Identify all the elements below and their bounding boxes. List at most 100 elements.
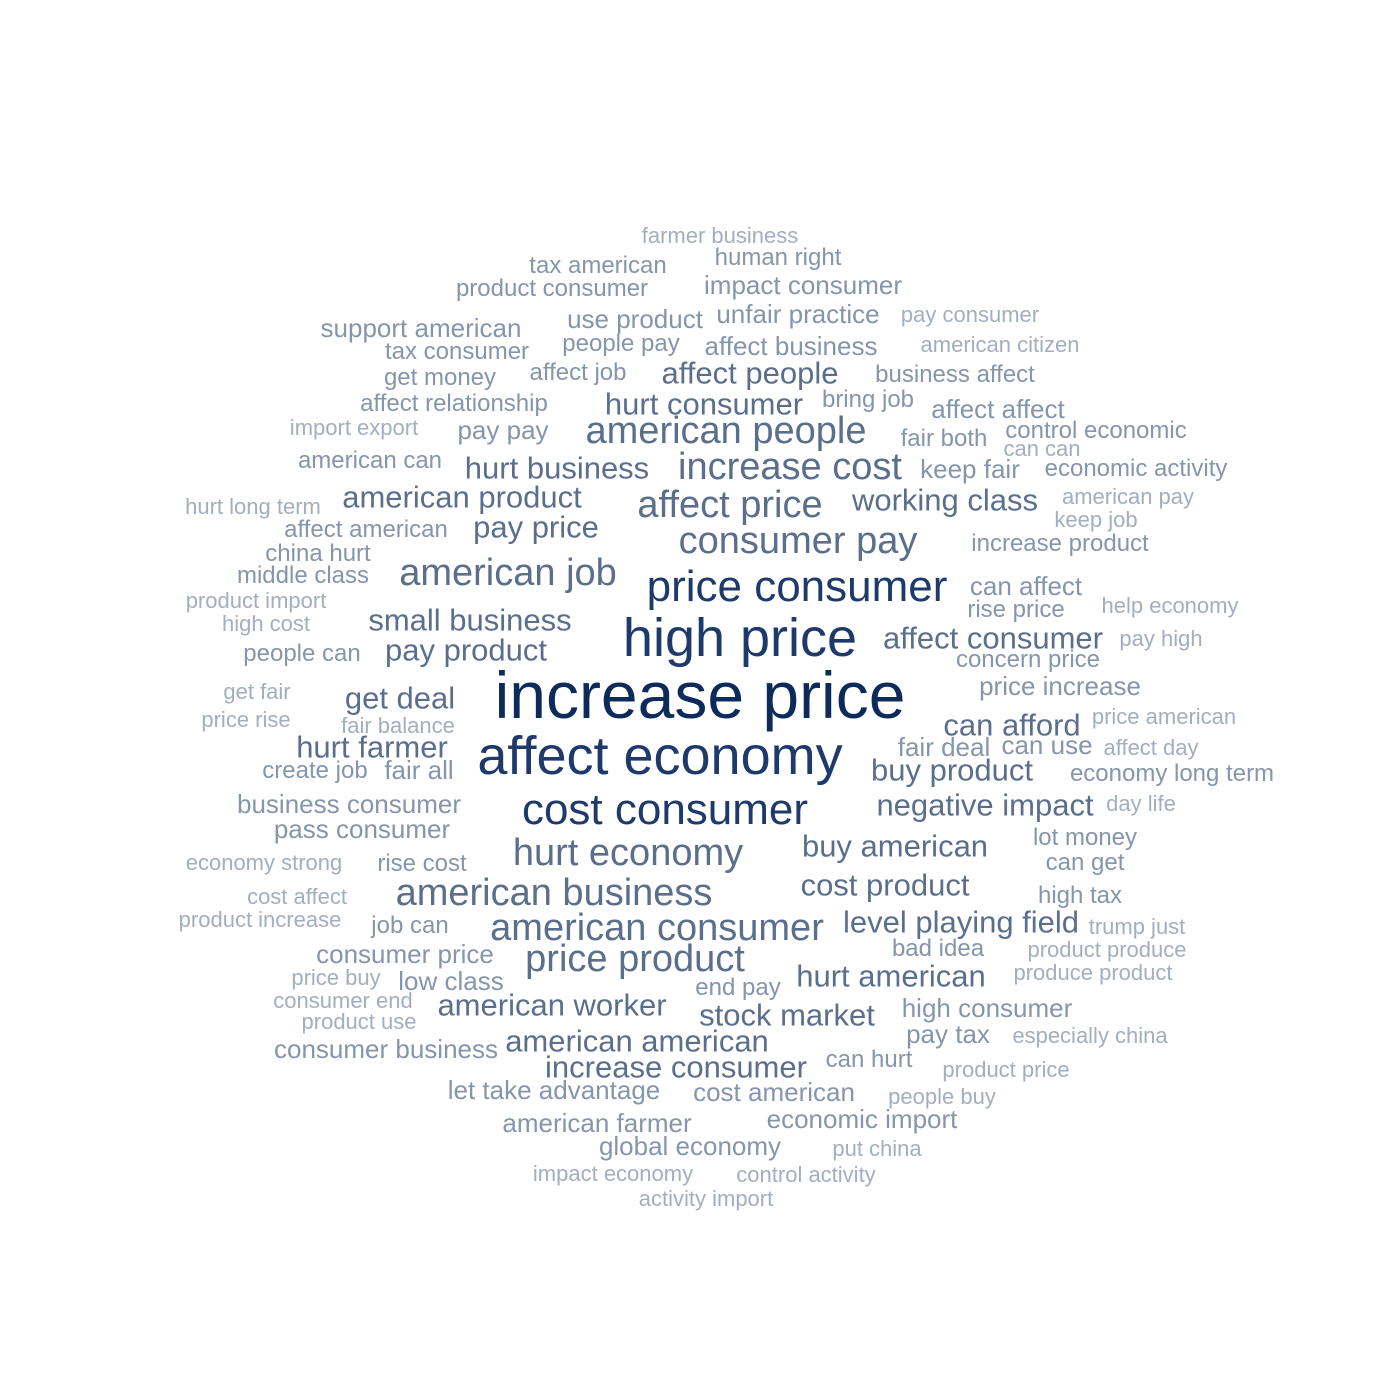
cloud-word: high price — [622, 608, 858, 668]
cloud-word: farmer business — [641, 223, 799, 248]
cloud-word: human right — [714, 244, 842, 271]
cloud-word: consumer business — [274, 1034, 498, 1064]
cloud-word: economy long term — [1069, 760, 1275, 787]
cloud-word: tax consumer — [384, 338, 530, 365]
cloud-word: fair all — [384, 755, 454, 785]
cloud-word: create job — [262, 757, 368, 784]
cloud-word: american can — [297, 447, 443, 474]
cloud-word: consumer end — [273, 988, 413, 1013]
cloud-word: put china — [832, 1136, 922, 1161]
cloud-word: business affect — [875, 361, 1035, 388]
cloud-word: affect price — [637, 484, 823, 526]
cloud-word: produce product — [1013, 960, 1173, 985]
cloud-word: american job — [399, 552, 617, 594]
cloud-word: middle class — [236, 562, 370, 589]
cloud-word: economic import — [766, 1104, 958, 1134]
cloud-word: concern price — [955, 646, 1101, 673]
cloud-word: fair both — [900, 425, 988, 452]
cloud-word: buy product — [871, 752, 1033, 788]
cloud-word: product import — [185, 588, 327, 613]
cloud-word: consumer price — [316, 939, 494, 969]
cloud-word: affect day — [1103, 735, 1199, 760]
cloud-word: control economic — [1005, 417, 1187, 444]
cloud-word: fair balance — [341, 713, 455, 738]
cloud-word: increase price — [494, 658, 906, 732]
cloud-word: increase cost — [678, 446, 902, 488]
cloud-word: bring job — [821, 386, 915, 413]
cloud-word: cost consumer — [521, 785, 809, 834]
cloud-word: affect people — [661, 355, 839, 391]
cloud-word: american pay — [1061, 484, 1195, 509]
cloud-word: bad idea — [891, 935, 985, 962]
cloud-word: price product — [525, 938, 745, 980]
cloud-word: get fair — [223, 679, 291, 704]
cloud-word: can use — [1001, 730, 1093, 760]
cloud-word: product price — [942, 1057, 1070, 1082]
cloud-word: hurt american — [796, 958, 986, 994]
cloud-word: affect consumer — [883, 620, 1103, 656]
cloud-word: use product — [567, 304, 703, 334]
cloud-word: let take advantage — [447, 1075, 661, 1105]
cloud-word: get deal — [344, 680, 456, 716]
cloud-word: price american — [1091, 704, 1237, 729]
cloud-word: consumer pay — [678, 520, 918, 562]
cloud-word: affect economy — [477, 726, 843, 786]
cloud-word: price consumer — [646, 562, 948, 611]
cloud-word: stock market — [699, 997, 875, 1033]
cloud-word: level playing field — [842, 904, 1080, 940]
cloud-word: hurt business — [464, 450, 650, 486]
cloud-word: activity import — [638, 1186, 774, 1211]
cloud-word: can afford — [943, 707, 1081, 743]
cloud-word: keep fair — [920, 454, 1020, 484]
cloud-word: tax american — [529, 252, 667, 279]
cloud-word: price buy — [291, 965, 381, 990]
cloud-word: pay pay — [457, 415, 549, 445]
cloud-word: american farmer — [502, 1108, 692, 1138]
cloud-word: job can — [371, 912, 449, 939]
cloud-word: rise cost — [377, 850, 467, 877]
cloud-word: affect job — [529, 359, 627, 386]
cloud-word: get money — [383, 364, 497, 391]
cloud-word: pay tax — [906, 1019, 990, 1049]
cloud-word: can can — [1003, 436, 1081, 461]
cloud-word: pay consumer — [900, 302, 1040, 327]
cloud-word: people pay — [562, 330, 680, 357]
cloud-word: can hurt — [825, 1046, 913, 1073]
cloud-word: china hurt — [265, 540, 371, 567]
cloud-word: economy strong — [185, 850, 343, 875]
cloud-word: low class — [398, 966, 504, 996]
cloud-word: import export — [289, 415, 419, 440]
cloud-word: global economy — [598, 1131, 782, 1161]
cloud-word: people can — [243, 640, 361, 667]
cloud-word: american people — [585, 410, 867, 452]
cloud-word: product consumer — [455, 275, 649, 302]
cloud-word: pay product — [385, 632, 547, 668]
cloud-word: can affect — [969, 571, 1083, 601]
cloud-word: end pay — [695, 974, 781, 1001]
cloud-word: pay high — [1119, 626, 1203, 651]
cloud-word: price rise — [201, 707, 291, 732]
cloud-word: product increase — [178, 907, 342, 932]
cloud-word: pay price — [473, 509, 599, 545]
cloud-word: hurt economy — [512, 832, 744, 874]
cloud-word: business consumer — [237, 789, 461, 819]
cloud-word: affect relationship — [360, 390, 548, 417]
cloud-word: small business — [368, 602, 572, 638]
cloud-word: pass consumer — [273, 814, 451, 844]
cloud-word: product produce — [1027, 937, 1187, 962]
cloud-word: people buy — [888, 1084, 996, 1109]
cloud-word: american american — [505, 1023, 769, 1059]
cloud-word: help economy — [1101, 593, 1239, 618]
cloud-word: hurt farmer — [296, 729, 448, 765]
cloud-word: american business — [395, 872, 713, 914]
cloud-word: trump just — [1088, 914, 1186, 939]
cloud-word: high tax — [1037, 882, 1123, 909]
cloud-word: affect business — [704, 331, 878, 361]
cloud-word: high consumer — [901, 993, 1073, 1023]
cloud-word: high cost — [221, 611, 311, 636]
cloud-word: impact economy — [532, 1161, 694, 1186]
cloud-word: lot money — [1032, 824, 1138, 851]
cloud-word: unfair practice — [716, 299, 880, 329]
cloud-word: cost american — [693, 1077, 855, 1107]
